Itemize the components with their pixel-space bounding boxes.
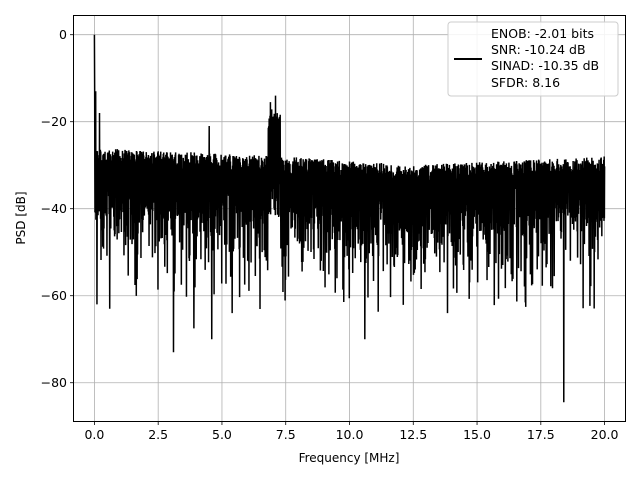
y-tick-label: −60 [41,288,67,303]
x-tick-label: 2.5 [148,427,168,442]
x-axis-label: Frequency [MHz] [299,451,400,465]
x-tick-label: 5.0 [212,427,232,442]
y-axis-label: PSD [dB] [14,191,28,244]
x-tick-label: 12.5 [399,427,427,442]
legend-entry-enob: ENOB: -2.01 bits [491,26,594,41]
x-tick-label: 0.0 [84,427,104,442]
x-tick-label: 15.0 [463,427,491,442]
legend-entry-sfdr: SFDR: 8.16 [491,75,560,90]
tick-layer: 0.0 2.5 5.0 7.5 10.0 12.5 15.0 17.5 20.0 0 −20 −40 −… [41,27,619,442]
legend-entry-sinad: SINAD: -10.35 dB [491,58,599,73]
x-tick-label: 10.0 [336,427,364,442]
legend: ENOB: -2.01 bits SNR: -10.24 dB SINAD: -… [447,21,619,97]
y-tick-label: −20 [41,114,67,129]
legend-box [447,21,619,97]
y-tick-label: −40 [41,201,67,216]
series-layer [93,34,606,403]
x-tick-label: 7.5 [276,427,296,442]
x-tick-label: 20.0 [591,427,619,442]
x-tick-label: 17.5 [527,427,555,442]
y-tick-label: 0 [59,27,67,42]
psd-series-line [93,34,606,403]
y-tick-label: −80 [41,375,67,390]
legend-entry-snr: SNR: -10.24 dB [491,42,586,57]
